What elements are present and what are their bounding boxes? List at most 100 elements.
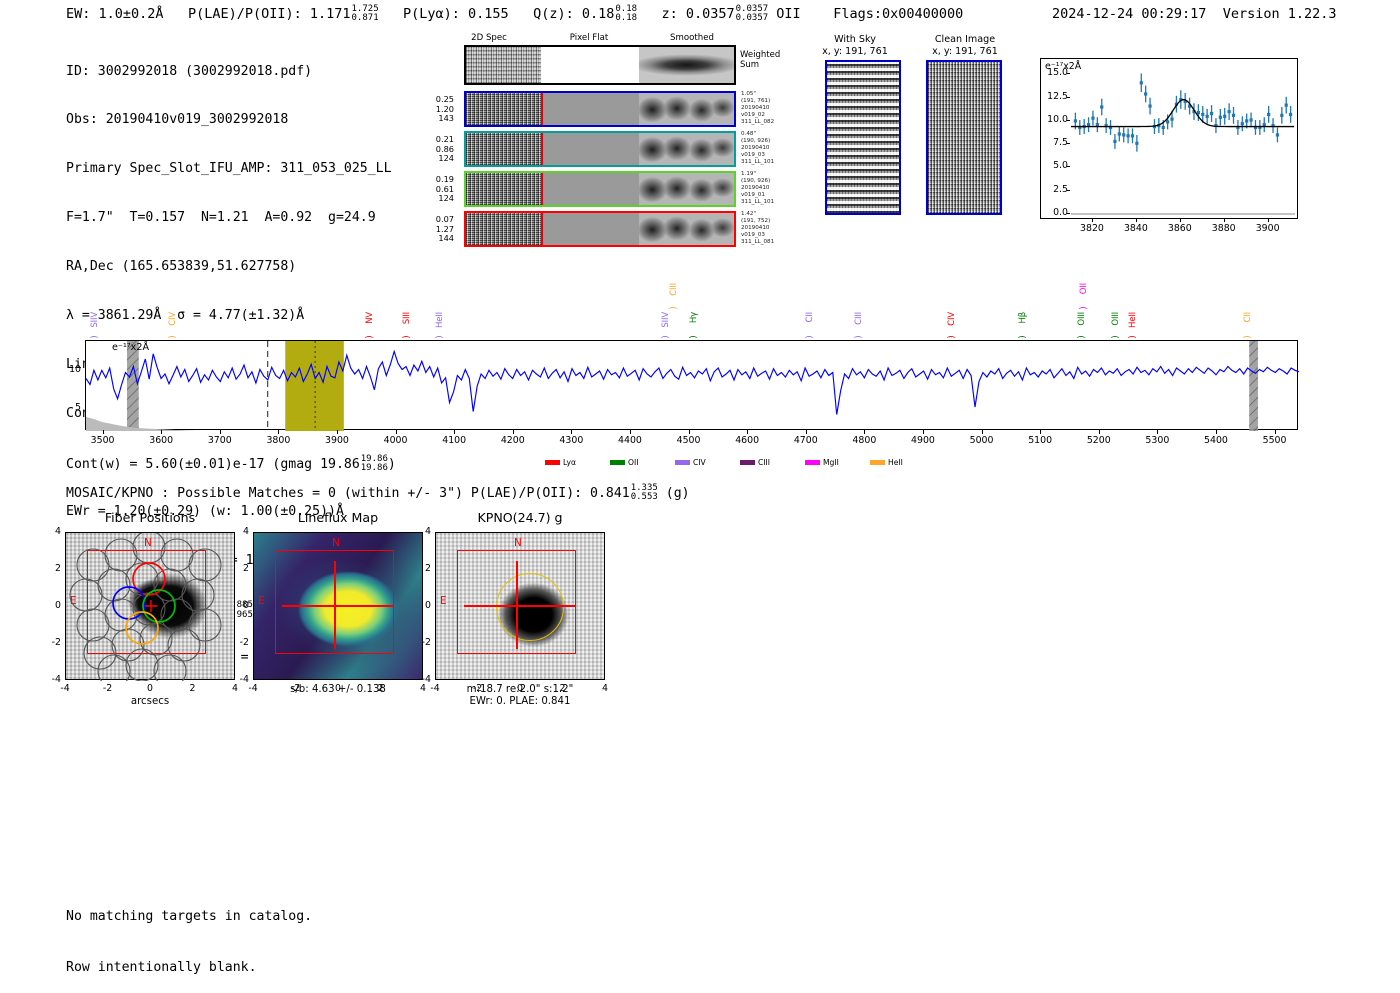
- info-cont-w-lo: 19.86: [360, 462, 388, 473]
- spec-xtick-5000: 5000: [969, 435, 994, 446]
- north-label: N: [514, 537, 522, 549]
- spec-xtick-5200: 5200: [1086, 435, 1111, 446]
- emission-line-bracket: (: [666, 306, 677, 310]
- fit-ytick-10.0: 10.0: [1047, 113, 1068, 125]
- legend-label: CIII: [758, 458, 771, 467]
- fit-ytick-mark: [1067, 96, 1070, 98]
- fiber-circles: [69, 533, 222, 681]
- spec-xtick-mark: [1040, 430, 1042, 434]
- emission-line-HeII: HeII: [1127, 312, 1138, 329]
- z-type: OII: [776, 6, 801, 23]
- kpno-image[interactable]: N E: [435, 532, 605, 680]
- kpno-xtick-0: 0: [517, 683, 523, 694]
- spec-xtick-4000: 4000: [383, 435, 408, 446]
- fit-xtick-mark: [1223, 219, 1225, 222]
- lineflux-map-ytick-4: 4: [243, 526, 249, 537]
- legend-label: HeII: [888, 458, 903, 467]
- note-line-1: No matching targets in catalog.: [66, 909, 313, 924]
- spec-xtick-4200: 4200: [500, 435, 525, 446]
- fit-ytick-mark: [1067, 166, 1070, 168]
- spec-xtick-mark: [571, 430, 573, 434]
- fit-xtick-3880: 3880: [1211, 223, 1236, 234]
- lineflux-map-xtick-4: 4: [420, 683, 426, 694]
- panel-title: Lineflux Map: [297, 510, 379, 525]
- emission-line-OII: OII: [1079, 283, 1090, 295]
- cell-smoothed: [639, 47, 734, 83]
- emission-line-bracket: (: [1240, 335, 1251, 339]
- emission-line-bracket: (: [1075, 335, 1086, 339]
- spec-xtick-mark: [395, 430, 397, 434]
- legend-swatch: [545, 460, 560, 465]
- spec-xtick-mark: [1215, 430, 1217, 434]
- spec-xtick-mark: [747, 430, 749, 434]
- panel-fiber-positions: Fiber Positions N E arcsecs: [40, 510, 260, 710]
- cell-smoothed: [639, 213, 734, 245]
- lineflux-map-xtick--2: -2: [290, 683, 301, 694]
- row-right-labels-4: 1.42" (191, 752) 20190410 v019_03 311_LL…: [741, 211, 775, 246]
- legend-label: OII: [628, 458, 639, 467]
- kpno-ytick--4: -4: [421, 674, 431, 685]
- spec-xtick-mark: [278, 430, 280, 434]
- row-right-labels-3: 1.19" (190, 926) 20190410 v019_01 311_LL…: [741, 171, 775, 206]
- emission-line-bracket: (: [363, 335, 374, 339]
- qz-label: Q(z):: [533, 6, 574, 23]
- spec-xtick-3900: 3900: [325, 435, 349, 446]
- spec-xtick-mark: [1274, 430, 1276, 434]
- panel-caption: m:18.7 re:2.0" s:1.2" EWr: 0. PLAE: 0.84…: [410, 684, 630, 709]
- spec-xtick-5400: 5400: [1204, 435, 1228, 446]
- row-left-labels-2: 0.21 0.86 124: [435, 134, 454, 164]
- info-radec: RA,Dec (165.653839,51.627758): [66, 259, 297, 275]
- spec-xtick-4700: 4700: [793, 435, 818, 446]
- crosshair-v: [516, 561, 518, 649]
- timestamp: 2024-12-24 00:29:17: [1052, 6, 1207, 22]
- line-fit-units-label: e⁻¹⁷x2Å: [1045, 61, 1082, 72]
- emission-line-CIV: CIV: [167, 312, 178, 326]
- ifu-box: [457, 550, 576, 654]
- cell-pixelflat: [541, 133, 639, 165]
- spec-xtick-mark: [1098, 430, 1100, 434]
- spec-xtick-4300: 4300: [559, 435, 584, 446]
- east-label: E: [258, 595, 265, 607]
- emission-line-HeII: HeII: [434, 312, 445, 329]
- info-cont-w: Cont(w) = 5.60(±0.01)e-17 (gmag 19.86 19.…: [66, 453, 396, 473]
- emission-line-SIIV: SIIV: [661, 312, 672, 328]
- emission-line-CII: CII: [805, 312, 816, 323]
- legend-item-CIV: CIV: [675, 458, 706, 467]
- flags-label: Flags:0x00400000: [833, 6, 964, 23]
- cell-2dspec: [466, 173, 541, 205]
- aperture-circle: [496, 573, 564, 641]
- version: Version 1.22.3: [1222, 6, 1337, 22]
- spec-xtick-4900: 4900: [911, 435, 935, 446]
- mosaic-line-post: (g): [665, 486, 690, 502]
- east-label: E: [70, 595, 77, 607]
- mosaic-plae-lo: 0.553: [630, 492, 658, 503]
- spec-xtick-5500: 5500: [1262, 435, 1287, 446]
- legend-swatch: [675, 460, 690, 465]
- fit-ytick-mark: [1067, 213, 1070, 214]
- north-label: N: [332, 537, 340, 549]
- plae-hi: 1.725: [351, 4, 379, 14]
- kpno-xtick-4: 4: [602, 683, 608, 694]
- info-cont-w-hi: 19.86: [360, 453, 388, 464]
- plae-lo: 0.871: [351, 13, 379, 24]
- row-right-labels-1: 1.05" (191, 761) 20190410 v019_02 311_LL…: [741, 91, 775, 126]
- spec-xtick-3600: 3600: [149, 435, 174, 446]
- spec-xtick-5300: 5300: [1145, 435, 1170, 446]
- row-left-labels-4: 0.07 1.27 144: [435, 214, 454, 244]
- note-line-2: Row intentionally blank.: [66, 960, 257, 975]
- lineflux-map-ytick-2: 2: [243, 563, 249, 574]
- fit-ytick-mark: [1067, 119, 1070, 121]
- legend-label: MgII: [823, 458, 839, 467]
- z-label: z:: [661, 6, 678, 23]
- cutout-title-clean-image: Clean Image x, y: 191, 761: [932, 34, 998, 57]
- lineflux-map-image[interactable]: N E: [253, 532, 423, 680]
- spec-xtick-3800: 3800: [266, 435, 291, 446]
- spec-xtick-4100: 4100: [442, 435, 467, 446]
- info-plae-lo: 0.965: [225, 609, 253, 620]
- fiber-positions-image[interactable]: N E: [65, 532, 235, 681]
- crosshair-v: [334, 561, 336, 649]
- legend-swatch: [610, 460, 625, 465]
- spec-xtick-mark: [981, 430, 983, 434]
- legend-item-MgII: MgII: [805, 458, 839, 467]
- crosshair-h: [464, 605, 576, 607]
